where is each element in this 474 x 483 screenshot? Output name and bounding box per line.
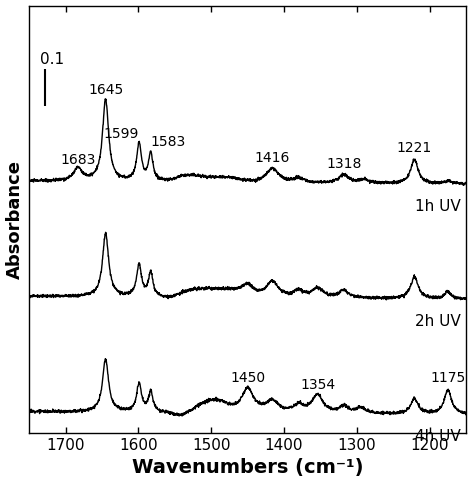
- Text: 1416: 1416: [255, 151, 290, 165]
- Text: 1175: 1175: [430, 371, 465, 385]
- Text: 4h UV: 4h UV: [415, 429, 460, 444]
- Text: 1450: 1450: [230, 371, 265, 385]
- Y-axis label: Absorbance: Absorbance: [6, 160, 24, 279]
- Text: 1h UV: 1h UV: [415, 199, 460, 214]
- Text: 1645: 1645: [88, 83, 123, 97]
- Text: 1599: 1599: [104, 127, 139, 141]
- Text: 0.1: 0.1: [40, 52, 64, 67]
- Text: 2h UV: 2h UV: [415, 314, 460, 329]
- Text: 1318: 1318: [326, 157, 362, 171]
- Text: 1583: 1583: [151, 135, 186, 149]
- Text: 1683: 1683: [60, 153, 96, 167]
- X-axis label: Wavenumbers (cm⁻¹): Wavenumbers (cm⁻¹): [132, 458, 364, 477]
- Text: 1221: 1221: [397, 141, 432, 155]
- Text: 1354: 1354: [300, 378, 335, 392]
